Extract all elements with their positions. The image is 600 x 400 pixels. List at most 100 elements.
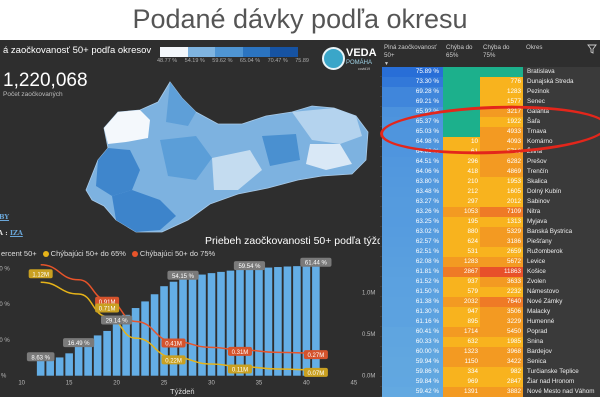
table-row[interactable]: 61.81 % 2867 11863 Košice	[380, 267, 600, 277]
missing-75-cell: 5329	[480, 227, 523, 237]
x-tick: 40	[303, 381, 310, 387]
table-row[interactable]: 59.42 % 1391 3882 Nové Mesto nad Váhom	[380, 387, 600, 397]
column-header-missing-75[interactable]: Chýba do 75%	[483, 44, 510, 59]
percent-data-label-bg	[26, 352, 55, 362]
legend-item-percent[interactable]: ercent 50+	[1, 249, 37, 258]
missing-75-cell: 2659	[480, 247, 523, 257]
scale-label: 54.19 %	[184, 58, 205, 64]
table-row[interactable]: 64.98 % 10 4093 Komárno	[380, 137, 600, 147]
district-name-cell: Námestovo	[523, 287, 600, 297]
percent-data-label: 61.44 %	[305, 261, 328, 267]
missing-65-cell: 624	[443, 237, 480, 247]
y-right-tick: 0.0M	[362, 374, 375, 380]
sort-desc-icon: ▼	[384, 61, 389, 67]
table-row[interactable]: 65.37 % 1922 Šaľa	[380, 117, 600, 127]
chart-legend: ercent 50+ Chýbajúci 50+ do 65% Chýbajúc…	[1, 249, 215, 258]
missing-65-cell: 947	[443, 307, 480, 317]
scale-label: 48.77 %	[157, 58, 178, 64]
bar-week-15	[65, 353, 73, 376]
table-row[interactable]: 61.38 % 2032 7640 Nové Zámky	[380, 297, 600, 307]
table-row[interactable]: 62.51 % 531 2659 Ružomberok	[380, 247, 600, 257]
table-row[interactable]: 59.84 % 969 2847 Žiar nad Hronom	[380, 377, 600, 387]
table-row[interactable]: 64.89 % 61 5716 Žilina	[380, 147, 600, 157]
missing-75-data-label-bg	[303, 350, 328, 360]
missing-65-cell: 297	[443, 197, 480, 207]
table-row[interactable]: 61.16 % 895 3229 Humenné	[380, 317, 600, 327]
legend-item-missing-75[interactable]: Chýbajúci 50+ do 75%	[131, 249, 215, 258]
district-name-cell: Žiar nad Hronom	[523, 377, 600, 387]
missing-75-cell: 982	[480, 367, 523, 377]
bar-week-41	[312, 265, 320, 376]
missing-75-cell: 1577	[480, 97, 523, 107]
percent-cell: 61.38 %	[382, 297, 443, 307]
column-header-full-vaccination[interactable]: Plná zaočkovanosť 50+ ▼	[384, 44, 444, 68]
missing-65-data-label-bg	[227, 364, 252, 374]
district-name-cell: Piešťany	[523, 237, 600, 247]
legend-label: ercent 50+	[1, 249, 37, 258]
missing-75-cell: 1922	[480, 117, 523, 127]
table-row[interactable]: 61.52 % 937 3633 Zvolen	[380, 277, 600, 287]
legend-label: Chýbajúci 50+ do 65%	[50, 249, 126, 258]
source-link[interactable]: BY	[0, 213, 10, 221]
column-header-district[interactable]: Okres	[526, 44, 543, 51]
table-row[interactable]: 62.08 % 1283 5672 Levice	[380, 257, 600, 267]
scale-label: 75.89	[295, 58, 309, 64]
table-row[interactable]: 65.92 % 3217 Galanta	[380, 107, 600, 117]
table-row[interactable]: 75.89 % Bratislava	[380, 67, 600, 77]
bar-week-12	[36, 360, 45, 376]
missing-65-data-label-bg	[161, 355, 186, 365]
table-row[interactable]: 62.57 % 624 3186 Piešťany	[380, 237, 600, 247]
table-row[interactable]: 64.06 % 418 4869 Trenčín	[380, 167, 600, 177]
percent-cell: 63.26 %	[382, 207, 443, 217]
bar-week-36	[264, 267, 273, 376]
scale-labels: 48.77 % 54.19 % 59.62 % 65.04 % 70.47 % …	[157, 58, 309, 64]
column-header-missing-65[interactable]: Chýba do 65%	[446, 44, 473, 59]
x-tick: 45	[351, 381, 358, 387]
percent-data-label: 54.15 %	[172, 274, 195, 280]
bar-week-24	[150, 294, 159, 376]
table-row[interactable]: 64.51 % 296 6282 Prešov	[380, 157, 600, 167]
bar-week-33	[236, 269, 244, 376]
table-row[interactable]: 73.30 % 776 Dunajská Streda	[380, 77, 600, 87]
district-name-cell: Galanta	[523, 107, 600, 117]
legend-item-missing-65[interactable]: Chýbajúci 50+ do 65%	[42, 249, 126, 258]
logo-sub: POMÁHA	[346, 60, 373, 66]
missing-75-data-label-bg	[161, 338, 186, 348]
table-row[interactable]: 63.02 % 880 5329 Banská Bystrica	[380, 227, 600, 237]
table-row[interactable]: 60.00 % 1323 3968 Bardejov	[380, 347, 600, 357]
missing-65-cell	[443, 87, 480, 97]
filter-icon[interactable]	[587, 44, 597, 54]
table-row[interactable]: 61.30 % 947 3506 Malacky	[380, 307, 600, 317]
missing-65-cell: 579	[443, 287, 480, 297]
missing-65-cell: 531	[443, 247, 480, 257]
table-row[interactable]: 60.33 % 632 1985 Snina	[380, 337, 600, 347]
missing-65-cell: 212	[443, 187, 480, 197]
missing-65-data-label-bg	[28, 269, 53, 279]
iza-link[interactable]: IZA	[9, 229, 23, 237]
table-row[interactable]: 63.26 % 1053 7109 Nitra	[380, 207, 600, 217]
missing-75-cell: 3422	[480, 357, 523, 367]
percent-cell: 62.57 %	[382, 237, 443, 247]
table-row[interactable]: 60.41 % 1714 5450 Poprad	[380, 327, 600, 337]
slovakia-district-map[interactable]	[0, 40, 380, 240]
bar-week-40	[302, 265, 311, 376]
table-row[interactable]: 59.94 % 1150 3422 Senica	[380, 357, 600, 367]
table-row[interactable]: 63.25 % 195 1313 Myjava	[380, 217, 600, 227]
bar-week-39	[293, 266, 301, 376]
table-row[interactable]: 63.27 % 297 2012 Sabinov	[380, 197, 600, 207]
percent-cell: 59.86 %	[382, 367, 443, 377]
percent-cell: 60.41 %	[382, 327, 443, 337]
table-row[interactable]: 65.03 % 4933 Trnava	[380, 127, 600, 137]
district-name-cell: Humenné	[523, 317, 600, 327]
table-row[interactable]: 69.21 % 1577 Senec	[380, 97, 600, 107]
district-name-cell: Poprad	[523, 327, 600, 337]
table-row[interactable]: 59.86 % 334 982 Turčianske Teplice	[380, 367, 600, 377]
table-row[interactable]: 61.50 % 579 2232 Námestovo	[380, 287, 600, 297]
missing-75-cell: 5450	[480, 327, 523, 337]
scale-label: 70.47 %	[267, 58, 288, 64]
missing-75-cell: 4093	[480, 137, 523, 147]
bar-week-14	[55, 357, 64, 376]
table-row[interactable]: 63.80 % 210 1953 Skalica	[380, 177, 600, 187]
table-row[interactable]: 63.48 % 212 1605 Dolný Kubín	[380, 187, 600, 197]
table-row[interactable]: 69.28 % 1283 Pezinok	[380, 87, 600, 97]
